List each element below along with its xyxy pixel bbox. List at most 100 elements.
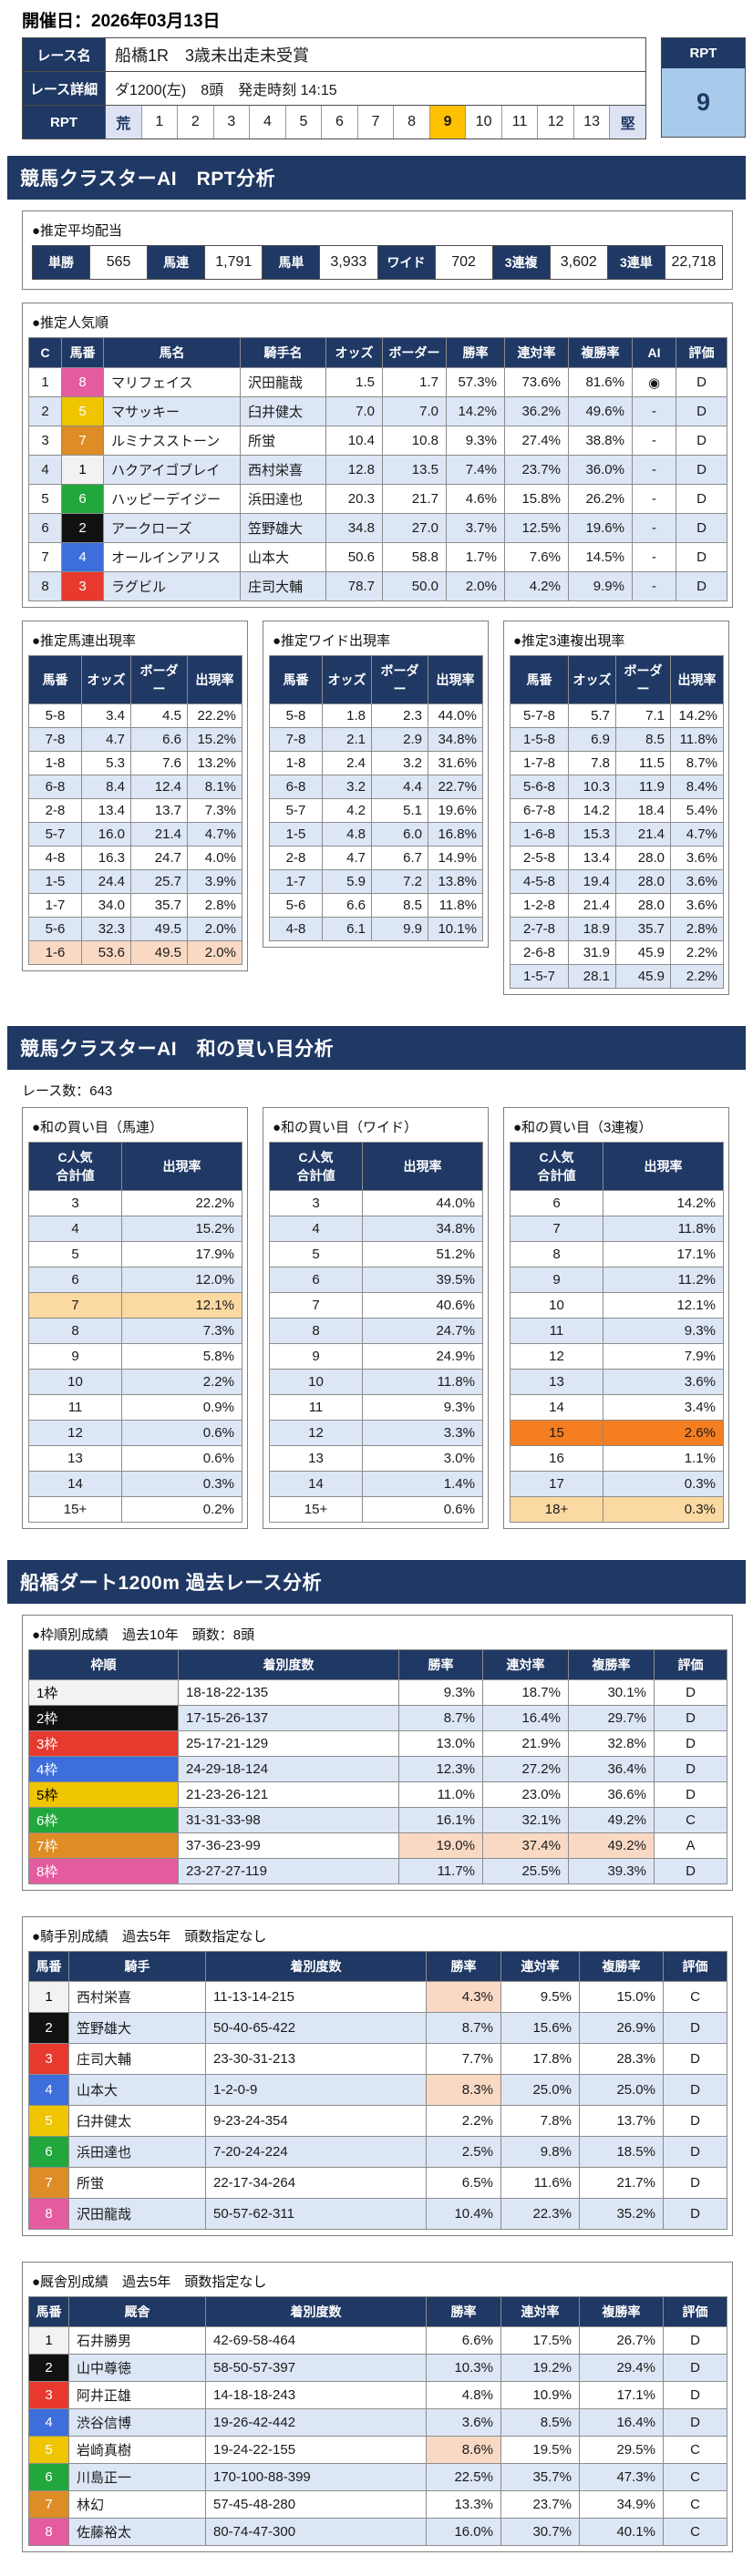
table-cell: 13 [269,1445,363,1472]
table-cell: 1 [61,455,104,485]
table-cell: 19.0% [398,1832,483,1859]
table-cell: 20.3 [325,484,383,514]
table-cell: 4.2% [504,571,569,601]
table-cell: 5 [269,1241,363,1267]
table-cell: 11.2% [603,1267,724,1293]
table-row: 1 西村栄喜 11-13-14-215 4.3% 9.5% 15.0% C [28,1981,727,2013]
table-cell: 4.7 [81,727,131,752]
table-cell: 3.6% [670,893,724,918]
table-cell: 28.0 [615,869,671,894]
table-cell: 6.0 [371,822,428,847]
table-cell: 16.4% [579,2408,664,2437]
table-row: 15 2.6% [510,1420,724,1446]
table-row: 14 0.3% [28,1471,242,1497]
table-cell: 49.6% [568,396,633,426]
table-cell: 11 [269,1394,363,1421]
table-cell: 35.2% [579,2198,664,2230]
table-cell: 2.8% [187,893,242,918]
table-cell: 5.9 [322,869,372,894]
table-cell: 1-6-8 [510,822,569,847]
table-cell: 阿井正雄 [68,2381,206,2409]
table-cell: 2 [28,2354,69,2382]
table-row: 6-8 8.4 12.4 8.1% [28,775,242,799]
race-name-value: 船橋1R 3歳未出走未受賞 [106,38,645,71]
table-cell: 9.5% [500,1981,580,2013]
table-cell: D [663,2136,727,2168]
column-header: 連対率 [500,2296,580,2327]
table-cell: 9 [269,1343,363,1370]
sanrenpuku-rate-box: ●推定3連複出現率 馬番 オッズ ボーダー 出現率 5-7-8 5.7 7.1 14.2% 1-… [503,621,729,995]
table-row: 5-7 16.0 21.4 4.7% [28,822,242,847]
table-cell: 1.5 [325,367,383,397]
table-cell: 24.9% [362,1343,483,1370]
column-header: 評価 [663,2296,727,2327]
table-cell: 11.8% [603,1216,724,1242]
table-cell: 27.4% [504,426,569,456]
rpt-scale-cell: 9 [429,106,467,139]
table-cell: - [632,513,676,543]
table-cell: C [663,1981,727,2013]
table-cell: 6.6% [426,2326,501,2355]
table-cell: 5-8 [269,703,323,728]
table-row: 1-7-8 7.8 11.5 8.7% [510,751,724,775]
column-header: 馬番 [28,1951,69,1982]
table-cell: 8.5% [500,2408,580,2437]
table-cell: 49.2% [568,1807,655,1833]
table-cell: 81.6% [568,367,633,397]
table-cell: 2-8 [269,846,323,870]
table-cell: 9.3% [446,426,505,456]
table-cell: 8.4 [81,775,131,799]
table-cell: 17.1% [579,2381,664,2409]
table-cell: 16.3 [81,846,131,870]
table-cell: 34.0 [81,893,131,918]
table-cell: 山中尊徳 [68,2354,206,2382]
column-header: 騎手名 [240,337,326,368]
sanrenpuku-rate-title: ●推定3連複出現率 [513,633,625,649]
table-row: 3 7 ルミナスストーン 所蛍 10.4 10.8 9.3% 27.4% 38.8% - D [28,426,727,456]
table-cell: 4.0% [187,846,242,870]
table-row: 1-5 24.4 25.7 3.9% [28,869,242,894]
table-cell: 1 [28,2326,69,2355]
table-cell: 7枠 [28,1832,179,1859]
table-cell: 4 [61,542,104,572]
table-row: 11 9.3% [510,1318,724,1344]
table-row: 6-8 3.2 4.4 22.7% [269,775,483,799]
table-cell: 17.9% [121,1241,242,1267]
rpt-scale-cell: 堅 [610,106,645,139]
table-cell: D [676,367,727,397]
table-cell: 6 [61,484,104,514]
table-cell: 50-57-62-311 [205,2198,427,2230]
wager-umaren-table: C人気 合計値 出現率 3 22.2% 4 15.2% 5 17.9% 6 12.0% 7 12.1%… [28,1142,242,1523]
table-row: 7枠 37-36-23-99 19.0% 37.4% 49.2% A [28,1832,727,1859]
table-cell: 18+ [510,1496,603,1523]
table-row: 1-8 2.4 3.2 31.6% [269,751,483,775]
table-cell: 31.6% [428,751,483,775]
table-cell: 23-30-31-213 [205,2043,427,2075]
table-cell: 21.9% [482,1730,569,1757]
table-cell: 所蛍 [68,2167,206,2199]
table-cell: 32.1% [482,1807,569,1833]
table-row: 15+ 0.2% [28,1496,242,1523]
table-cell: 7 [28,542,62,572]
table-cell: 3 [61,571,104,601]
payout-type-label: 馬連 [148,246,206,279]
table-cell: 49.2% [568,1832,655,1859]
table-cell: 浜田達也 [68,2136,206,2168]
table-cell: 6 [269,1267,363,1293]
table-cell: 笠野雄大 [240,513,326,543]
table-cell: 12.1% [121,1292,242,1319]
table-cell: 10.3% [426,2354,501,2382]
table-cell: 50.0 [382,571,447,601]
table-cell: 11 [28,1394,122,1421]
payout-value: 3,602 [550,246,608,279]
race-header: レース名 船橋1R 3歳未出走未受賞 レース詳細 ダ1200(左) 8頭 発走時… [22,37,746,139]
table-cell: 17.8% [500,2043,580,2075]
table-cell: 7 [28,2167,69,2199]
table-cell: 8枠 [28,1858,179,1884]
race-name-label: レース名 [23,38,106,71]
table-cell: 34.8 [325,513,383,543]
jockey-table: 馬番 騎手 着別度数 勝率 連対率 複勝率 評価 1 西村栄喜 11-13-14-215 4.3% 9… [28,1951,727,2230]
table-cell: 山本大 [240,542,326,572]
table-cell: D [663,2326,727,2355]
table-cell: 12.8 [325,455,383,485]
